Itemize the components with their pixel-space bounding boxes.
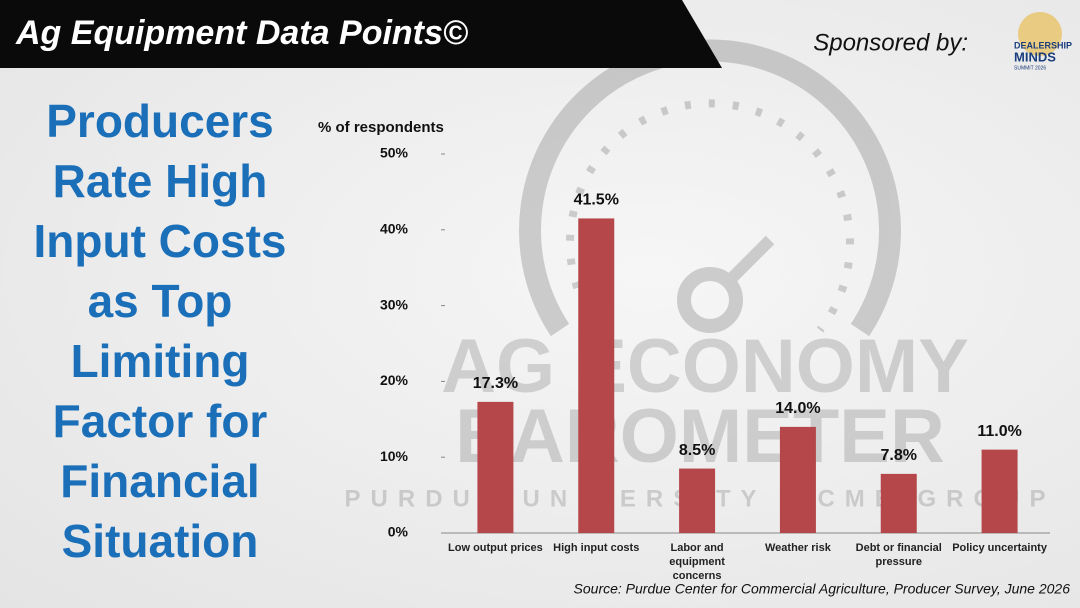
x-tick-label: High input costs — [553, 542, 640, 554]
bar — [679, 468, 716, 533]
value-label: 8.5% — [679, 442, 715, 459]
y-axis-label: % of respondents — [318, 119, 444, 136]
header-banner — [0, 0, 722, 68]
header-title: Ag Equipment Data Points© — [15, 14, 469, 52]
side-title-line: Rate High — [53, 155, 268, 207]
value-label: 11.0% — [977, 423, 1021, 440]
x-tick-label: Weather risk — [764, 542, 831, 554]
value-label: 17.3% — [473, 375, 518, 392]
value-label: 14.0% — [775, 400, 820, 417]
source: Source: Purdue Center for Commercial Agr… — [574, 581, 1071, 597]
bar — [578, 218, 615, 533]
logo-text: MINDS — [1014, 49, 1056, 64]
x-tick-label: Low output prices — [448, 542, 543, 554]
side-title-line: Financial — [60, 455, 259, 507]
bar — [880, 473, 917, 533]
side-title-line: as Top — [88, 275, 233, 327]
x-tick-label: Labor and equipment concerns — [669, 542, 725, 582]
watermark-text: AG ECONOMY — [441, 324, 969, 409]
sponsor-logo: DEALERSHIP MINDS SUMMIT 2026 — [1014, 12, 1072, 71]
bar — [779, 426, 816, 533]
y-tick-label: 50% — [380, 145, 409, 161]
x-tick-label: Debt or financial pressure — [855, 542, 942, 568]
side-title-line: Limiting — [71, 335, 250, 387]
side-title-line: Input Costs — [34, 215, 287, 267]
watermark-text: BAROMETER — [455, 394, 945, 479]
bar — [981, 449, 1018, 533]
side-title-line: Producers — [46, 95, 274, 147]
y-tick-label: 40% — [380, 221, 409, 237]
y-tick-label: 20% — [380, 372, 409, 388]
bar — [477, 401, 514, 533]
value-label: 41.5% — [574, 192, 619, 209]
y-tick-label: 0% — [388, 524, 409, 540]
side-title-line: Factor for — [53, 395, 268, 447]
y-tick-label: 10% — [380, 448, 409, 464]
logo-text: SUMMIT 2026 — [1014, 65, 1046, 71]
side-title-line: Situation — [62, 515, 259, 567]
logo-text: DEALERSHIP — [1014, 40, 1072, 50]
y-tick-label: 30% — [380, 296, 409, 312]
x-tick-label: Policy uncertainty — [952, 542, 1047, 554]
sponsor-label: Sponsored by: — [813, 29, 968, 56]
value-label: 7.8% — [881, 447, 917, 464]
